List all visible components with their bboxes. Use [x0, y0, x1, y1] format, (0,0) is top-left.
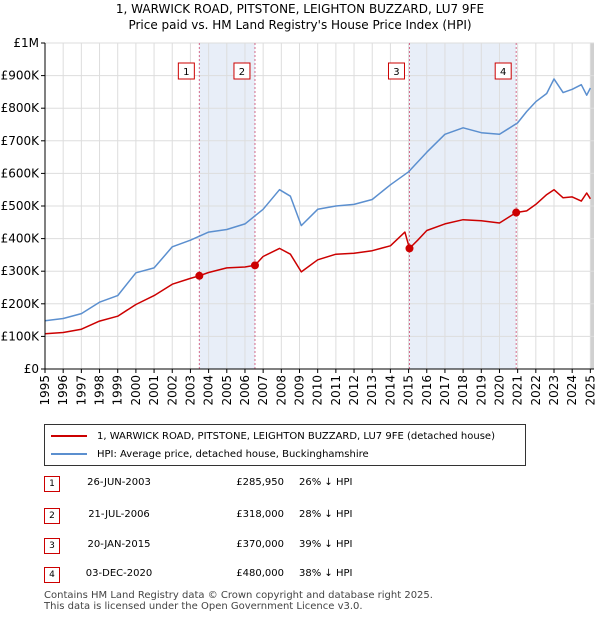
- transaction-price: £285,950: [236, 477, 284, 488]
- x-tick-label: 2023: [547, 375, 561, 406]
- transaction-row: 2 21-JUL-2006 £318,000 28% ↓ HPI: [44, 508, 444, 526]
- marker-badge-label: 1: [183, 67, 189, 78]
- chart-title: 1, WARWICK ROAD, PITSTONE, LEIGHTON BUZZ…: [115, 2, 485, 16]
- sale-point: [250, 261, 259, 270]
- y-tick-label: £500K: [1, 199, 41, 213]
- transaction-hpi-diff: 39% ↓ HPI: [299, 539, 353, 550]
- x-tick-label: 2013: [365, 375, 379, 406]
- x-tick-label: 2006: [238, 375, 252, 406]
- transaction-number: 1: [44, 476, 60, 492]
- x-tick-label: 1996: [56, 375, 70, 406]
- x-tick-label: 1999: [111, 375, 125, 406]
- x-tick-label: 2021: [511, 375, 525, 406]
- legend-item-hpi: HPI: Average price, detached house, Buck…: [51, 446, 369, 462]
- marker-badge: [387, 62, 405, 80]
- legend-swatch-property: [51, 435, 87, 437]
- transaction-row: 4 03-DEC-2020 £480,000 38% ↓ HPI: [44, 567, 444, 585]
- x-tick-label: 2025: [583, 375, 597, 406]
- x-tick-label: 1997: [74, 375, 88, 406]
- x-tick-label: 2019: [474, 375, 488, 406]
- chart-subtitle: Price paid vs. HM Land Registry's House …: [128, 18, 472, 32]
- transaction-hpi-diff: 26% ↓ HPI: [299, 477, 353, 488]
- x-tick-label: 2017: [438, 375, 452, 406]
- sale-point: [512, 208, 521, 217]
- x-tick-label: 2008: [274, 375, 288, 406]
- y-tick-label: £700K: [1, 134, 41, 148]
- transaction-date: 03-DEC-2020: [85, 568, 153, 579]
- legend-item-property: 1, WARWICK ROAD, PITSTONE, LEIGHTON BUZZ…: [51, 428, 495, 444]
- marker-badge: [233, 62, 251, 80]
- legend: 1, WARWICK ROAD, PITSTONE, LEIGHTON BUZZ…: [44, 424, 526, 466]
- sale-point: [195, 271, 204, 280]
- x-tick-label: 2002: [165, 375, 179, 406]
- y-tick-label: £300K: [1, 264, 41, 278]
- marker-badge: [177, 62, 195, 80]
- x-tick-label: 2015: [402, 375, 416, 406]
- transaction-number: 2: [44, 508, 60, 524]
- x-tick-label: 2018: [456, 375, 470, 406]
- x-tick-label: 2011: [329, 375, 343, 406]
- footer-copyright: Contains HM Land Registry data © Crown c…: [44, 590, 433, 601]
- x-tick-label: 2004: [202, 375, 216, 406]
- y-tick-label: £600K: [1, 166, 41, 180]
- transaction-date: 26-JUN-2003: [87, 477, 151, 488]
- marker-badge: [494, 62, 512, 80]
- x-tick-label: 2005: [220, 375, 234, 406]
- transaction-hpi-diff: 38% ↓ HPI: [299, 568, 353, 579]
- transaction-price: £370,000: [236, 539, 284, 550]
- x-tick-label: 2024: [565, 375, 579, 406]
- footer-licence: This data is licensed under the Open Gov…: [44, 601, 363, 612]
- y-tick-label: £800K: [1, 101, 41, 115]
- y-tick-label: £200K: [1, 297, 41, 311]
- x-tick-label: 2009: [293, 375, 307, 406]
- x-tick-label: 1998: [93, 375, 107, 406]
- transaction-date: 21-JUL-2006: [88, 509, 150, 520]
- transaction-row: 1 26-JUN-2003 £285,950 26% ↓ HPI: [44, 476, 444, 494]
- x-tick-label: 2001: [147, 375, 161, 406]
- transaction-price: £318,000: [236, 509, 284, 520]
- y-tick-label: £0: [24, 362, 39, 376]
- series-line: [44, 78, 592, 322]
- legend-label-hpi: HPI: Average price, detached house, Buck…: [97, 448, 369, 460]
- legend-swatch-hpi: [51, 453, 87, 455]
- marker-badge-label: 3: [393, 67, 399, 78]
- transaction-hpi-diff: 28% ↓ HPI: [299, 509, 353, 520]
- y-tick-label: £400K: [1, 232, 41, 246]
- transaction-row: 3 20-JAN-2015 £370,000 39% ↓ HPI: [44, 538, 444, 556]
- x-tick-label: 2003: [183, 375, 197, 406]
- y-tick-label: £900K: [1, 69, 41, 83]
- transaction-date: 20-JAN-2015: [87, 539, 151, 550]
- transaction-number: 4: [44, 567, 60, 583]
- x-tick-label: 1995: [38, 375, 52, 406]
- series-line: [44, 188, 592, 335]
- x-tick-label: 2020: [492, 375, 506, 406]
- legend-label-property: 1, WARWICK ROAD, PITSTONE, LEIGHTON BUZZ…: [97, 430, 495, 442]
- x-tick-label: 2022: [529, 375, 543, 406]
- marker-badge-label: 4: [500, 67, 506, 78]
- transaction-number: 3: [44, 538, 60, 554]
- x-tick-label: 2010: [311, 375, 325, 406]
- x-tick-label: 2012: [347, 375, 361, 406]
- y-tick-label: £100K: [1, 329, 41, 343]
- x-tick-label: 2014: [383, 375, 397, 406]
- marker-badge-label: 2: [239, 67, 245, 78]
- x-tick-label: 2000: [129, 375, 143, 406]
- transaction-price: £480,000: [236, 568, 284, 579]
- x-tick-label: 2007: [256, 375, 270, 406]
- x-tick-label: 2016: [420, 375, 434, 406]
- sale-point: [405, 244, 414, 253]
- price-chart: 1 2 3 4 £0 £100K £200K £300K £400K £500K £600K £70…: [1, 36, 598, 406]
- y-tick-label: £1M: [13, 36, 39, 50]
